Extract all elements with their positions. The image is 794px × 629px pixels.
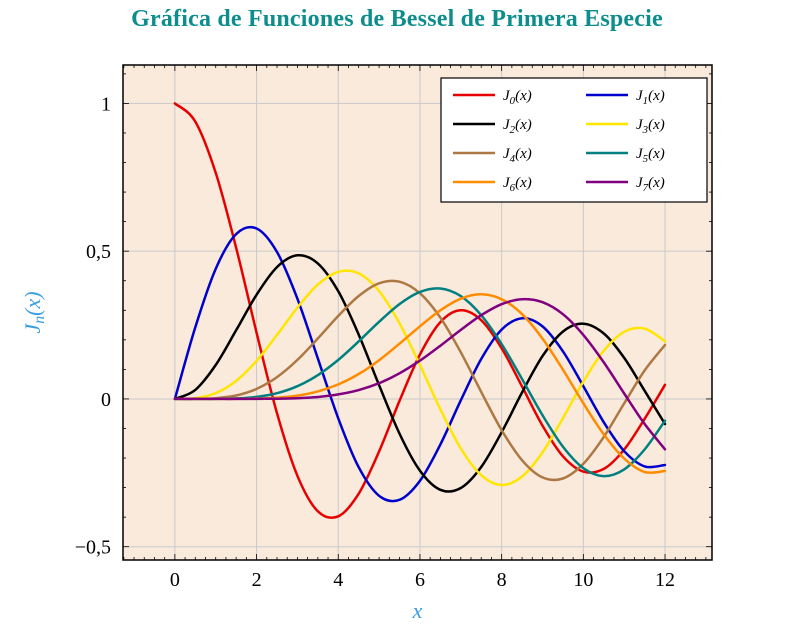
plot-border — [122, 64, 713, 561]
legend-item-j5: J5(x) — [586, 146, 665, 165]
series-j4 — [173, 279, 667, 482]
legend-item-j0: J0(x) — [453, 88, 532, 107]
series-lines — [173, 102, 667, 520]
x-tick-label: 2 — [252, 569, 262, 591]
x-tick-label: 0 — [170, 569, 180, 591]
legend-label: J2(x) — [503, 117, 532, 136]
legend: J0(x) J1(x) J2(x) J3(x) J4(x) J5(x) J6(x) J7(x) — [440, 77, 708, 203]
chart-title: Gráfica de Funciones de Bessel de Primer… — [131, 6, 663, 32]
y-tick-label: 0,5 — [86, 241, 111, 263]
legend-item-j3: J3(x) — [586, 117, 665, 136]
legend-item-j2: J2(x) — [453, 117, 532, 136]
y-axis-label: Jn(x) — [20, 291, 48, 333]
legend-box — [440, 77, 708, 203]
legend-item-j6: J6(x) — [453, 175, 532, 194]
series-j3 — [173, 269, 667, 487]
legend-label: J4(x) — [503, 146, 532, 165]
legend-item-j1: J1(x) — [586, 88, 665, 107]
legend-label: J0(x) — [503, 88, 532, 107]
legend-label: J5(x) — [636, 146, 665, 165]
tick-labels: 0 2 4 6 8 10 12 1 0,5 0 −0,5 — [75, 93, 675, 591]
legend-item-j4: J4(x) — [453, 146, 532, 165]
legend-item-j7: J7(x) — [586, 175, 665, 194]
x-tick-label: 12 — [655, 569, 675, 591]
y-tick-label: 0 — [101, 389, 111, 411]
series-j7 — [173, 297, 667, 451]
y-tick-label: 1 — [101, 93, 111, 115]
legend-label: J3(x) — [636, 117, 665, 136]
legend-label: J6(x) — [503, 175, 532, 194]
y-tick-label: −0,5 — [75, 537, 111, 559]
x-tick-label: 8 — [497, 569, 507, 591]
x-tick-label: 4 — [333, 569, 343, 591]
x-tick-label: 10 — [573, 569, 593, 591]
series-j2 — [173, 253, 667, 493]
legend-label: J7(x) — [636, 175, 665, 194]
x-axis-label: x — [412, 598, 423, 623]
x-tick-label: 6 — [415, 569, 425, 591]
series-j1 — [173, 225, 667, 503]
legend-label: J1(x) — [636, 88, 665, 107]
series-j5 — [173, 287, 667, 478]
